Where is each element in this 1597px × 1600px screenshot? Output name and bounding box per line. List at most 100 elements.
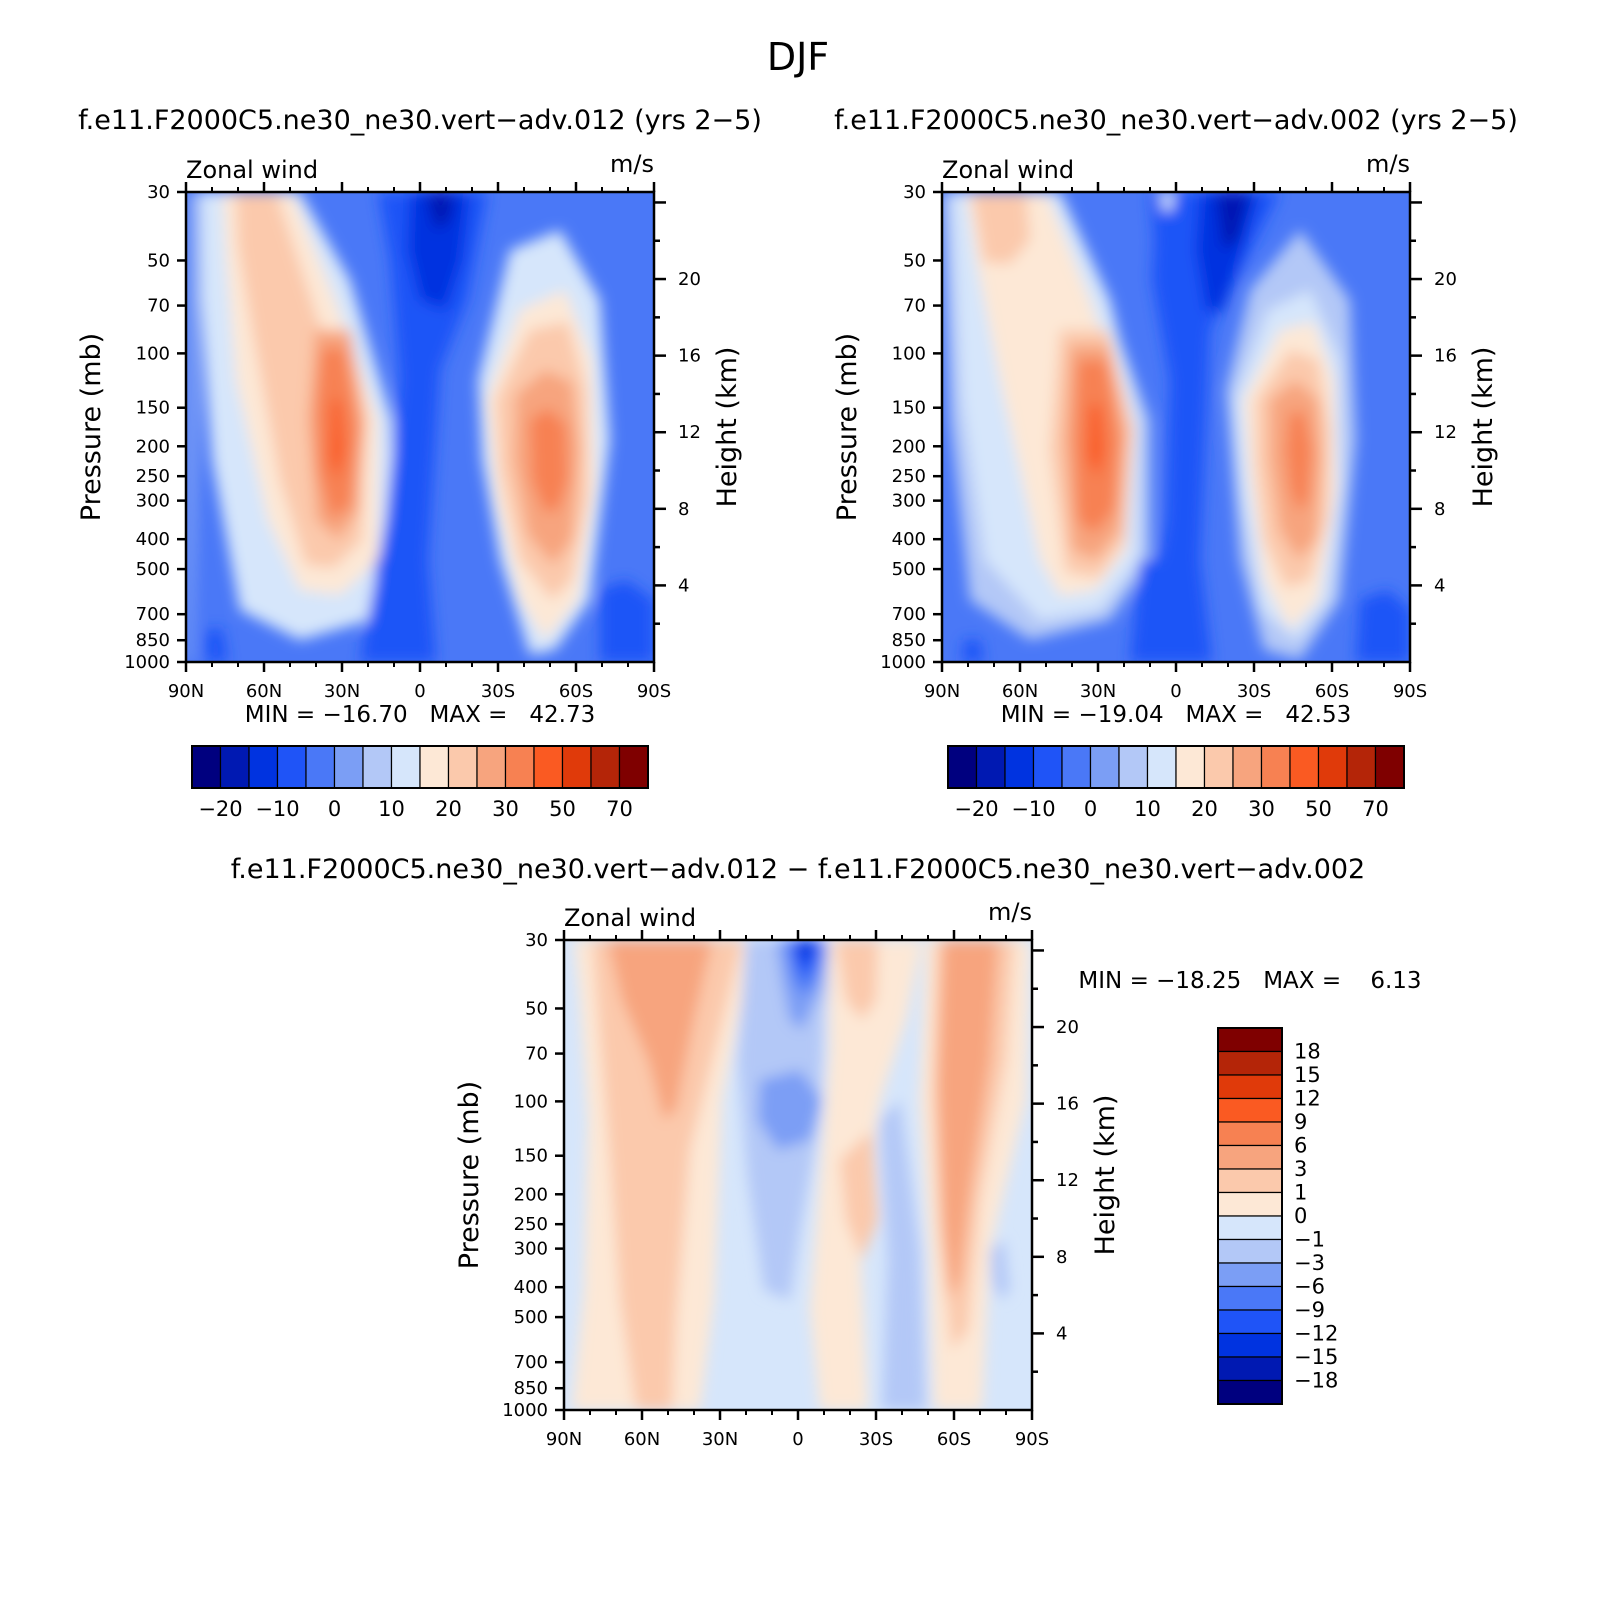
- panel-3-title: f.e11.F2000C5.ne30_ne30.vert−adv.012 − f…: [231, 854, 1366, 885]
- low-easterly: [1130, 560, 1180, 662]
- x-tick-label: 90S: [637, 681, 671, 702]
- y2-tick-label: 20: [678, 269, 701, 290]
- colorbar-box: [1217, 1074, 1283, 1100]
- y-tick-label: 100: [892, 343, 926, 364]
- colorbar-frame: [947, 745, 1405, 789]
- y-tick-label: 500: [136, 559, 170, 580]
- polar-east: [600, 580, 654, 662]
- colorbar-box: [276, 745, 307, 789]
- y-tick-label: 50: [525, 998, 548, 1019]
- x-tick-label: 30S: [481, 681, 515, 702]
- colorbar-box: [947, 745, 978, 789]
- y2-tick-label: 4: [1434, 575, 1445, 596]
- diff-polar-core: [938, 940, 998, 1300]
- diff-south-lower: [840, 1130, 878, 1260]
- y2-tick-label: 4: [1056, 1323, 1067, 1344]
- colorbar-box: [1217, 1379, 1283, 1405]
- colorbar-label: 12: [1294, 1087, 1321, 1111]
- y-tick-label: 1000: [502, 1400, 548, 1421]
- x-tick-label: 0: [1170, 681, 1181, 702]
- panel-1-ylabel: Pressure (mb): [76, 333, 107, 521]
- y2-tick-label: 20: [1434, 269, 1457, 290]
- y-tick-label: 250: [892, 466, 926, 487]
- x-tick-label: 60N: [624, 1429, 660, 1450]
- diff-eq-blob: [758, 1070, 822, 1150]
- colorbar-box: [1217, 1309, 1283, 1335]
- y-tick-label: 30: [147, 182, 170, 203]
- y-tick-label: 200: [892, 436, 926, 457]
- colorbar-box: [1374, 745, 1405, 789]
- x-tick-label: 90N: [924, 681, 960, 702]
- y-tick-label: 300: [514, 1239, 548, 1260]
- colorbar-label: −9: [1294, 1298, 1325, 1322]
- y-tick-label: 100: [136, 343, 170, 364]
- y-tick-label: 400: [892, 529, 926, 550]
- x-tick-label: 30N: [702, 1429, 738, 1450]
- colorbar-box: [1289, 745, 1320, 789]
- colorbar-label: 0: [1294, 1204, 1307, 1228]
- colorbar-box: [561, 745, 592, 789]
- y-tick-label: 500: [514, 1307, 548, 1328]
- panel-2-ticks: 90N 60N 30N 0 30S 60S 90S 30 50 70 100 150 200 250 300…: [880, 182, 1457, 702]
- panel-2-ylabel: Pressure (mb): [832, 333, 863, 521]
- colorbar-box: [1061, 745, 1092, 789]
- y-tick-label: 70: [903, 296, 926, 317]
- panel-3-y2label: Height (km): [1090, 1095, 1121, 1256]
- figure-title: DJF: [767, 35, 829, 79]
- panel-1-field: [186, 192, 654, 662]
- colorbar-box: [1089, 745, 1120, 789]
- y-tick-label: 1000: [124, 652, 170, 673]
- y-tick-label: 100: [514, 1091, 548, 1112]
- colorbar-box: [1217, 1285, 1283, 1311]
- y-tick-label: 700: [892, 604, 926, 625]
- y-tick-label: 400: [514, 1277, 548, 1298]
- low-easterly: [370, 555, 420, 662]
- colorbar-box: [533, 745, 564, 789]
- x-tick-label: 90N: [168, 681, 204, 702]
- y-tick-label: 850: [892, 630, 926, 651]
- easterly-band-1: [360, 192, 488, 662]
- colorbar-box: [1217, 1262, 1283, 1288]
- colorbar-label: 70: [1362, 797, 1389, 821]
- jet-west-core3: [1088, 405, 1104, 478]
- colorbar-label: −18: [1294, 1369, 1338, 1393]
- panel-3-field: [564, 940, 1032, 1410]
- colorbar-box: [419, 745, 450, 789]
- colorbar-label: −20: [954, 797, 998, 821]
- y-tick-label: 70: [525, 1044, 548, 1065]
- colorbar-label: 50: [549, 797, 576, 821]
- panel-2-field: [942, 192, 1410, 662]
- colorbar-label: 3: [1294, 1157, 1307, 1181]
- polar-west: [206, 628, 228, 662]
- jet-west-inner: [972, 192, 1030, 264]
- panel-1-left-label: Zonal wind: [186, 156, 318, 184]
- y-tick-label: 30: [903, 182, 926, 203]
- colorbar-label: −10: [1011, 797, 1055, 821]
- y-tick-label: 250: [514, 1214, 548, 1235]
- y-tick-label: 200: [514, 1184, 548, 1205]
- easterly-band-2: [408, 192, 470, 310]
- colorbar-box: [1004, 745, 1035, 789]
- y-tick-label: 700: [136, 604, 170, 625]
- colorbar-label: −20: [198, 797, 242, 821]
- x-tick-label: 60N: [1002, 681, 1038, 702]
- colorbar-label: −3: [1294, 1251, 1325, 1275]
- colorbar-box: [248, 745, 279, 789]
- colorbar-label: 0: [328, 797, 341, 821]
- y2-tick-label: 16: [1056, 1094, 1079, 1115]
- easterly-band-1: [1140, 192, 1280, 662]
- colorbar-box: [1217, 1121, 1283, 1147]
- colorbar-frame: [191, 745, 649, 789]
- y2-tick-label: 12: [1434, 422, 1457, 443]
- colorbar-box: [1260, 745, 1291, 789]
- diff-south-small: [836, 940, 878, 1020]
- x-tick-label: 30S: [1237, 681, 1271, 702]
- y-tick-label: 150: [514, 1146, 548, 1167]
- panel-3-ticks: 90N 60N 30N 0 30S 60S 90S 30 50 70 100 150 200 250 300…: [502, 930, 1079, 1450]
- panel-1: f.e11.F2000C5.ne30_ne30.vert−adv.012 (yr…: [76, 105, 762, 821]
- colorbar-box: [333, 745, 364, 789]
- y2-tick-label: 4: [678, 575, 689, 596]
- x-tick-label: 0: [792, 1429, 803, 1450]
